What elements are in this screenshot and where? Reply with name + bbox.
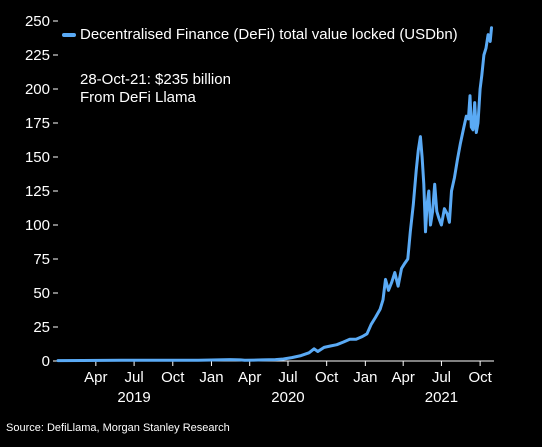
- x-tick-label: Jan: [353, 369, 377, 386]
- legend: Decentralised Finance (DeFi) total value…: [62, 26, 458, 43]
- y-tick-label: 225: [25, 47, 50, 64]
- y-tick-label: 175: [25, 115, 50, 132]
- annotation-line-1: 28-Oct-21: $235 billion: [80, 71, 231, 88]
- y-tick-label: 75: [33, 251, 50, 268]
- x-year-label: 2020: [271, 389, 304, 406]
- x-tick-label: Oct: [315, 369, 339, 386]
- x-tick-label: Jul: [432, 369, 451, 386]
- y-tick-label: 25: [33, 319, 50, 336]
- x-tick-label: Jul: [125, 369, 144, 386]
- y-tick-label: 50: [33, 285, 50, 302]
- x-tick-label: Jan: [199, 369, 223, 386]
- series-layer: [56, 26, 493, 363]
- x-tick-label: Jul: [278, 369, 297, 386]
- x-tick-label: Oct: [468, 369, 492, 386]
- x-tick-label: Apr: [84, 369, 107, 386]
- y-tick-label: 125: [25, 183, 50, 200]
- x-tick-label: Apr: [238, 369, 261, 386]
- x-axis: Apr Jul Oct Jan Apr Jul Oct Jan Apr Jul Oct 2019 202…: [84, 361, 493, 406]
- legend-label: Decentralised Finance (DeFi) total value…: [80, 26, 458, 43]
- x-year-label: 2021: [425, 389, 458, 406]
- legend-swatch: [62, 32, 76, 37]
- y-tick-label: 150: [25, 149, 50, 166]
- y-tick-label: 100: [25, 217, 50, 234]
- x-tick-label: Apr: [392, 369, 415, 386]
- y-axis: 0 25 50 75 100 125 150 175 200 225 250: [25, 13, 494, 370]
- y-tick-label: 200: [25, 81, 50, 98]
- x-tick-label: Oct: [161, 369, 185, 386]
- y-tick-label: 0: [42, 353, 50, 370]
- annotation-line-2: From DeFi Llama: [80, 89, 196, 106]
- source-note: Source: DefiLlama, Morgan Stanley Resear…: [6, 422, 230, 434]
- series-line-0: [56, 26, 493, 363]
- x-year-label: 2019: [117, 389, 150, 406]
- y-tick-label: 250: [25, 13, 50, 30]
